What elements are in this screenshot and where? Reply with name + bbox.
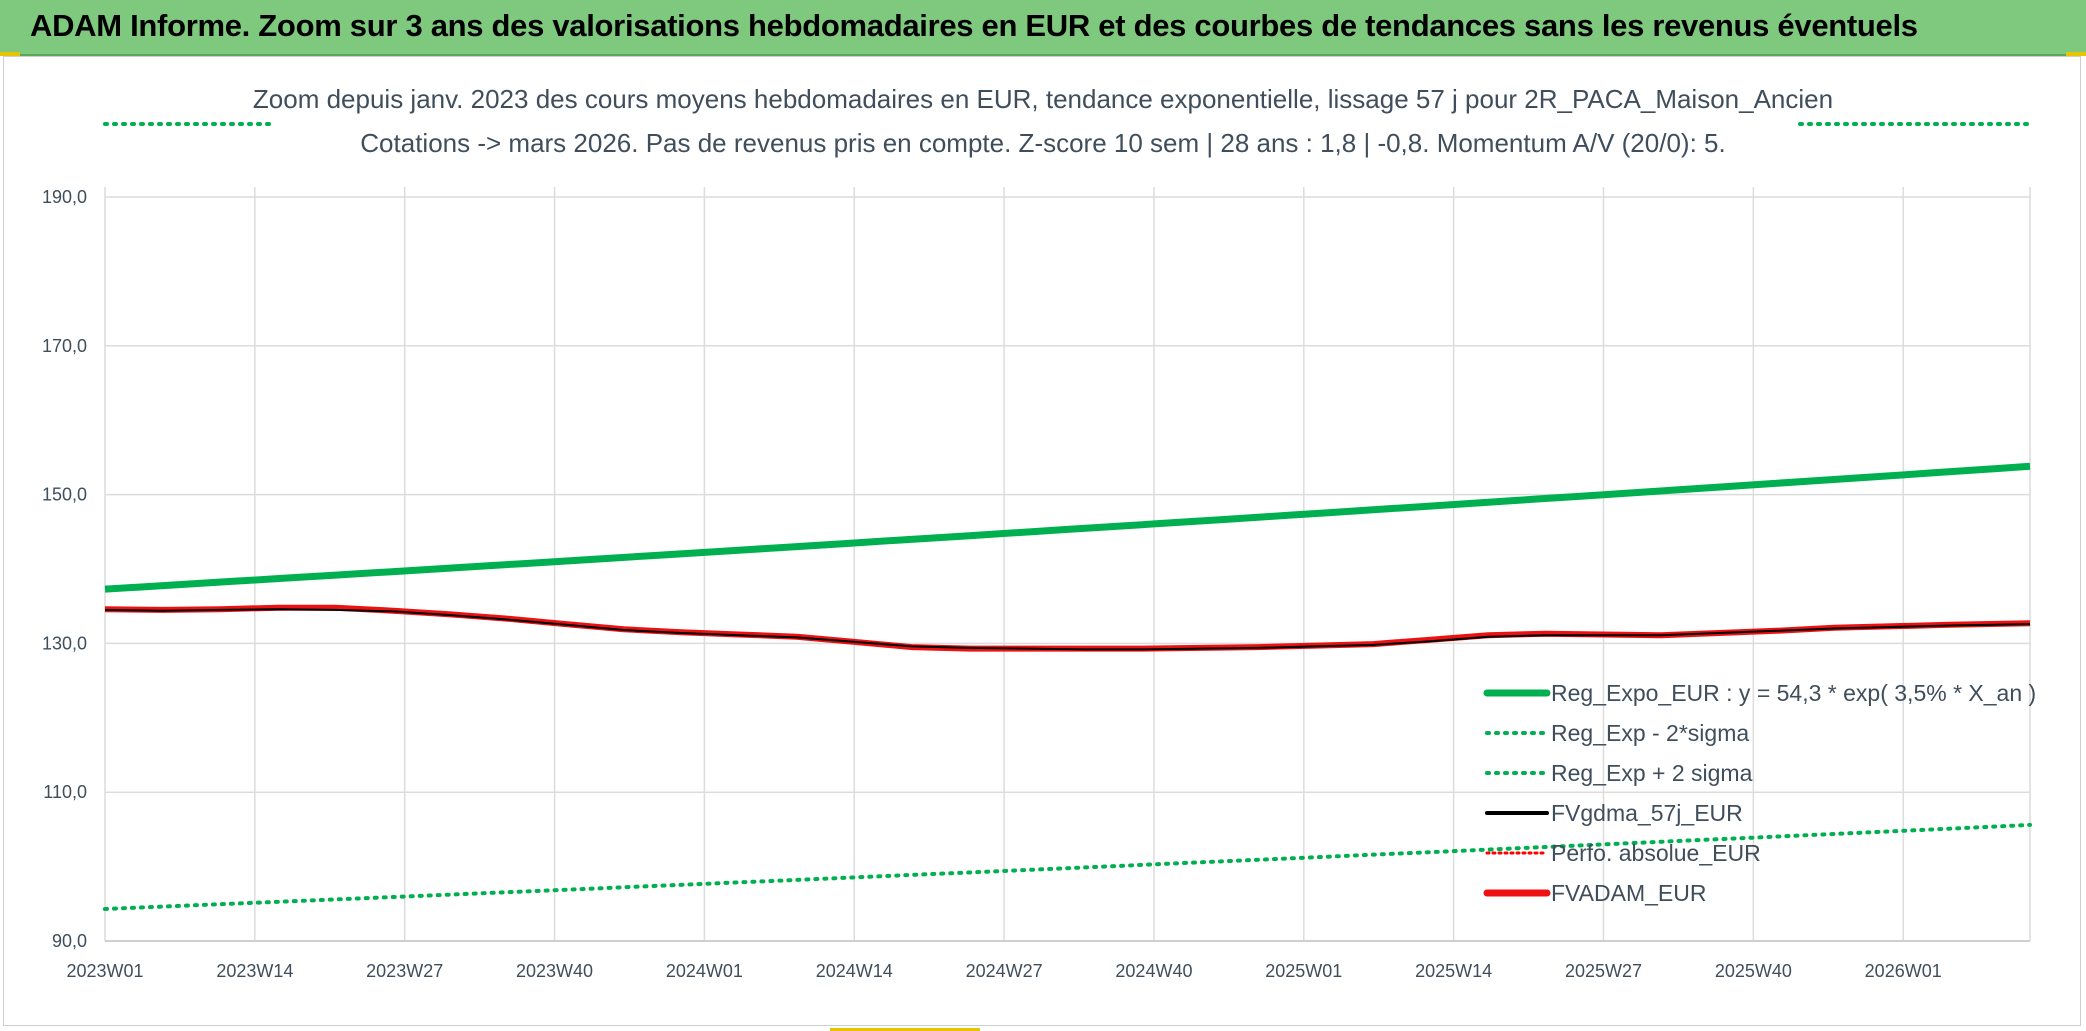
x-tick-label: 2025W01 <box>1265 961 1342 981</box>
legend-item: FVADAM_EUR <box>1483 880 1707 906</box>
y-tick-label: 150,0 <box>42 485 87 505</box>
banner: ADAM Informe. Zoom sur 3 ans des valoris… <box>0 0 2086 56</box>
legend-item: Reg_Expo_EUR : y = 54,3 * exp( 3,5% * X_… <box>1483 680 2036 706</box>
series-line-fvadam <box>104 604 2031 652</box>
y-tick-label: 130,0 <box>42 633 87 653</box>
y-tick-label: 110,0 <box>43 782 87 802</box>
frame-accent-right <box>2066 52 2086 56</box>
series-line-fvgdma <box>104 608 2031 651</box>
legend-label: Reg_Exp - 2*sigma <box>1551 720 1749 746</box>
x-tick-label: 2023W14 <box>216 961 293 981</box>
x-tick-label: 2023W40 <box>516 961 593 981</box>
legend-label: Perfo. absolue_EUR <box>1551 840 1761 866</box>
x-tick-label: 2025W14 <box>1415 961 1492 981</box>
x-tick-label: 2023W27 <box>366 961 443 981</box>
legend-item: FVgdma_57j_EUR <box>1485 800 1743 826</box>
legend-label: FVADAM_EUR <box>1551 880 1707 906</box>
y-tick-label: 190,0 <box>42 187 87 207</box>
legend: Reg_Expo_EUR : y = 54,3 * exp( 3,5% * X_… <box>1483 680 2036 906</box>
banner-title: ADAM Informe. Zoom sur 3 ans des valoris… <box>30 8 1918 43</box>
grid <box>104 187 2031 942</box>
x-tick-label: 2024W40 <box>1115 961 1192 981</box>
y-tick-label: 90,0 <box>52 931 87 951</box>
x-tick-label: 2025W27 <box>1565 961 1642 981</box>
series-line-lower-sigma <box>103 822 2032 911</box>
chart-title-line2: Cotations -> mars 2026. Pas de revenus p… <box>360 128 1726 158</box>
x-tick-label: 2024W01 <box>666 961 743 981</box>
x-tick-label: 2024W14 <box>816 961 893 981</box>
chart-title-line1: Zoom depuis janv. 2023 des cours moyens … <box>252 84 1834 114</box>
x-axis-ticks: 2023W01 2023W14 2023W27 2023W40 2024W01 2024W… <box>66 961 1941 981</box>
series-line-reg-expo <box>104 462 2031 593</box>
legend-label: Reg_Exp + 2 sigma <box>1551 760 1753 786</box>
x-tick-label: 2023W01 <box>66 961 143 981</box>
legend-label: FVgdma_57j_EUR <box>1551 800 1743 826</box>
legend-item: Reg_Exp - 2*sigma <box>1485 720 1749 746</box>
chart-frame <box>3 56 2081 1026</box>
x-tick-label: 2024W27 <box>966 961 1043 981</box>
legend-label: Reg_Expo_EUR : y = 54,3 * exp( 3,5% * X_… <box>1551 680 2036 706</box>
x-tick-label: 2026W01 <box>1865 961 1942 981</box>
series-group <box>103 122 2032 911</box>
y-axis-ticks: 90,0 110,0 130,0 150,0 170,0 190,0 <box>42 187 87 951</box>
legend-item: Perfo. absolue_EUR <box>1485 840 1761 866</box>
legend-item: Reg_Exp + 2 sigma <box>1485 760 1753 786</box>
frame-accent-bottom <box>830 1028 980 1031</box>
x-tick-label: 2025W40 <box>1715 961 1792 981</box>
y-tick-label: 170,0 <box>42 336 87 356</box>
frame-accent-left <box>0 52 20 56</box>
